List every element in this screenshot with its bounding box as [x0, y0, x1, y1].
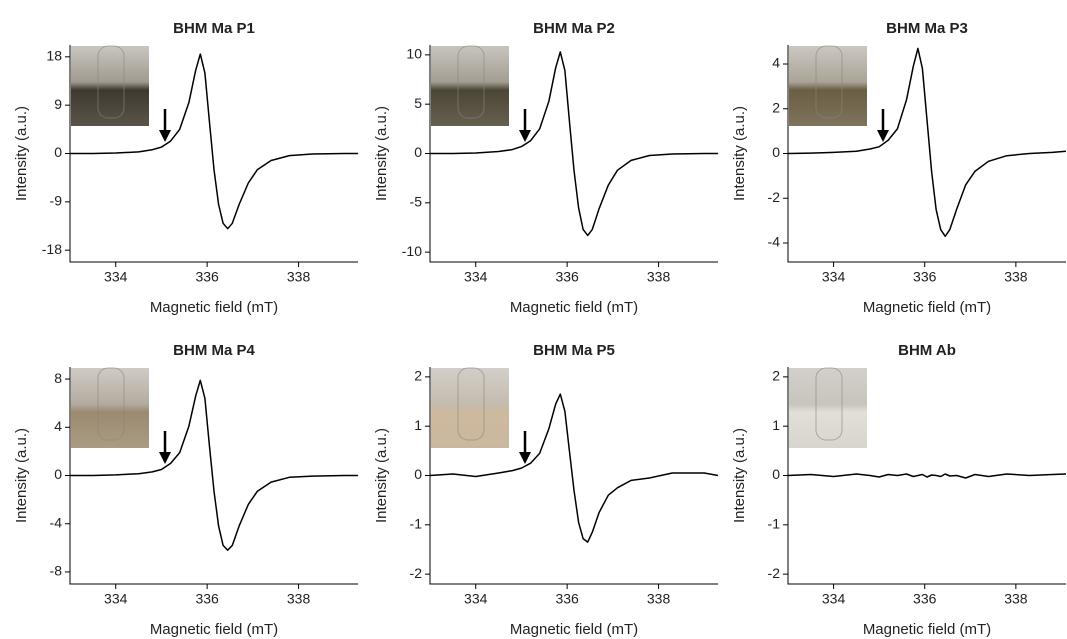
- x-axis-label: Magnetic field (mT): [510, 299, 638, 316]
- y-tick-label: 1: [772, 417, 780, 433]
- y-axis-label: Intensity (a.u.): [731, 106, 748, 201]
- axis-frame: [429, 367, 718, 585]
- y-tick-label: -10: [402, 243, 422, 259]
- inset-photo: [71, 46, 149, 126]
- y-tick-label: 10: [406, 46, 422, 62]
- y-tick-label: -8: [50, 563, 63, 579]
- x-tick-label: 338: [647, 269, 671, 285]
- x-tick-label: 334: [822, 269, 846, 285]
- y-tick-label: 2: [772, 99, 780, 115]
- y-tick-label: 0: [54, 144, 62, 160]
- chart-title: BHM Ma P3: [886, 20, 968, 37]
- tube-shadow: [97, 45, 125, 119]
- y-tick-label: 0: [414, 144, 422, 160]
- x-tick-label: 336: [195, 269, 219, 285]
- x-tick-label: 336: [555, 269, 579, 285]
- tube-shadow: [815, 45, 843, 119]
- axis-frame: [69, 45, 358, 263]
- y-axis-label: Intensity (a.u.): [13, 106, 30, 201]
- x-tick-label: 336: [913, 269, 937, 285]
- inset-photo: [431, 46, 509, 126]
- y-tick-label: 0: [772, 144, 780, 160]
- line-series: [787, 473, 1067, 479]
- y-tick-label: -4: [768, 234, 781, 250]
- line-series: [70, 53, 358, 230]
- x-tick-label: 334: [464, 591, 488, 607]
- inset-photo: [789, 46, 867, 126]
- y-tick-label: -18: [42, 241, 62, 257]
- x-tick-label: 338: [1004, 269, 1028, 285]
- y-tick-label: 8: [54, 370, 62, 386]
- y-tick-label: -1: [410, 516, 423, 532]
- x-tick-label: 336: [555, 591, 579, 607]
- y-tick-label: -2: [768, 565, 781, 581]
- x-tick-label: 334: [104, 269, 128, 285]
- line-series: [787, 47, 1067, 238]
- axis-frame: [429, 45, 718, 263]
- axis-frame: [69, 367, 358, 585]
- x-tick-label: 338: [287, 591, 311, 607]
- tube-shadow: [815, 367, 843, 441]
- tube-shadow: [457, 45, 485, 119]
- x-tick-label: 338: [287, 269, 311, 285]
- y-tick-label: 0: [54, 466, 62, 482]
- y-tick-label: 1: [414, 417, 422, 433]
- y-tick-label: 2: [772, 368, 780, 384]
- x-axis-label: Magnetic field (mT): [150, 299, 278, 316]
- x-tick-label: 338: [647, 591, 671, 607]
- x-tick-label: 336: [913, 591, 937, 607]
- arrow-head: [519, 130, 531, 142]
- x-tick-label: 338: [1004, 591, 1028, 607]
- x-tick-label: 336: [195, 591, 219, 607]
- x-tick-label: 334: [822, 591, 846, 607]
- y-tick-label: -1: [768, 516, 781, 532]
- inset-photo: [71, 368, 149, 448]
- y-tick-label: -4: [50, 514, 63, 530]
- chart-title: BHM Ma P1: [173, 20, 255, 37]
- line-series: [70, 379, 358, 551]
- x-axis-label: Magnetic field (mT): [150, 621, 278, 638]
- x-tick-label: 334: [104, 591, 128, 607]
- tube-shadow: [457, 367, 485, 441]
- y-tick-label: -9: [50, 193, 63, 209]
- x-axis-label: Magnetic field (mT): [863, 299, 991, 316]
- y-tick-label: 9: [54, 96, 62, 112]
- y-axis-label: Intensity (a.u.): [13, 428, 30, 523]
- y-tick-label: -2: [768, 189, 781, 205]
- chart-title: BHM Ab: [898, 342, 956, 359]
- arrow-head: [159, 130, 171, 142]
- arrow-head: [519, 452, 531, 464]
- y-tick-label: 0: [772, 466, 780, 482]
- y-axis-label: Intensity (a.u.): [373, 428, 390, 523]
- y-tick-label: -2: [410, 565, 423, 581]
- y-tick-label: 5: [414, 95, 422, 111]
- x-axis-label: Magnetic field (mT): [510, 621, 638, 638]
- line-series: [429, 393, 719, 543]
- chart-title: BHM Ma P2: [533, 20, 615, 37]
- y-tick-label: 4: [54, 418, 62, 434]
- y-tick-label: 0: [414, 466, 422, 482]
- inset-photo: [789, 368, 867, 448]
- axis-frame: [787, 367, 1066, 585]
- arrow-head: [877, 130, 889, 142]
- chart-title: BHM Ma P5: [533, 342, 615, 359]
- tube-shadow: [97, 367, 125, 441]
- line-series: [430, 51, 718, 237]
- inset-photo: [431, 368, 509, 448]
- arrow-head: [159, 452, 171, 464]
- x-axis-label: Magnetic field (mT): [863, 621, 991, 638]
- chart-title: BHM Ma P4: [173, 342, 255, 359]
- y-tick-label: 4: [772, 55, 780, 71]
- y-axis-label: Intensity (a.u.): [373, 106, 390, 201]
- y-tick-label: 18: [46, 48, 62, 64]
- y-axis-label: Intensity (a.u.): [731, 428, 748, 523]
- y-tick-label: 2: [414, 368, 422, 384]
- y-tick-label: -5: [410, 194, 423, 210]
- axis-frame: [787, 45, 1066, 263]
- x-tick-label: 334: [464, 269, 488, 285]
